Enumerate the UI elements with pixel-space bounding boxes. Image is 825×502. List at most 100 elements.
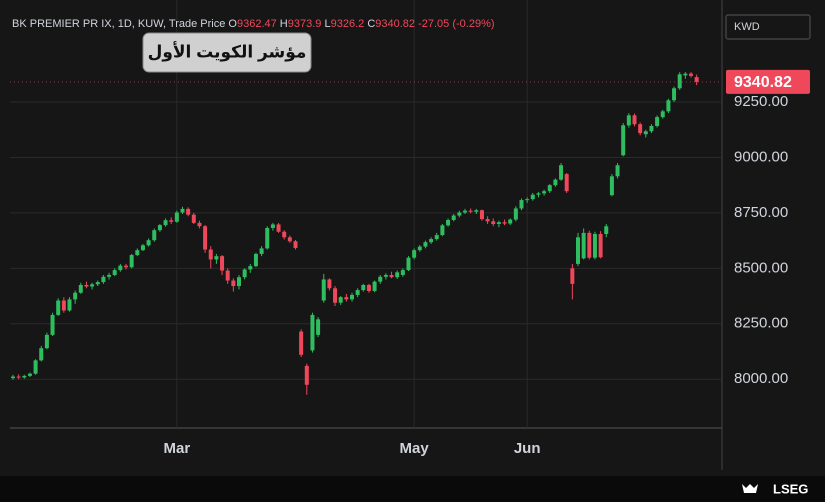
candle-body <box>270 224 275 228</box>
candle-body <box>446 219 451 226</box>
candle-body <box>598 233 603 258</box>
candle-body <box>44 334 49 349</box>
candle-body <box>519 200 524 209</box>
currency-box[interactable] <box>725 14 811 40</box>
candle-body <box>542 191 547 194</box>
candle-body <box>33 360 38 374</box>
y-tick-label: 8000.00 <box>734 370 788 387</box>
candle-body <box>683 73 688 76</box>
high-value: 9373.9 <box>288 18 322 30</box>
candle-body <box>626 115 631 126</box>
candle-body <box>191 214 196 223</box>
candle-body <box>39 348 44 361</box>
candle-body <box>197 222 202 227</box>
last-price-label: 9340.82 <box>734 74 792 91</box>
candle-body <box>50 314 55 335</box>
candle-body <box>174 212 179 222</box>
candle-body <box>689 73 693 76</box>
candle-body <box>259 248 264 254</box>
candle-body <box>276 224 281 232</box>
y-tick-label: 9250.00 <box>734 93 788 110</box>
candle-body <box>457 212 462 216</box>
candle-body <box>666 100 671 112</box>
candle-body <box>451 215 456 220</box>
candle-body <box>429 239 434 243</box>
candle-body <box>242 269 247 278</box>
candle-body <box>265 227 270 249</box>
candle-body <box>564 174 569 192</box>
candle-body <box>604 226 609 234</box>
candle-body <box>293 241 298 248</box>
candle-body <box>400 270 405 275</box>
candle-body <box>304 365 309 385</box>
candle-body <box>310 314 315 351</box>
candle-body <box>383 274 388 277</box>
candle-body <box>508 219 513 224</box>
candle-body <box>299 331 304 355</box>
candle-body <box>338 297 343 303</box>
candle-body <box>225 270 230 281</box>
candle-body <box>124 265 128 268</box>
candle-body <box>440 225 445 236</box>
candle-body <box>355 290 360 295</box>
candle-body <box>152 230 157 241</box>
candle-body <box>163 220 168 226</box>
candle-body <box>672 88 677 101</box>
candle-body <box>135 250 140 256</box>
candle-body <box>27 373 32 376</box>
candle-body <box>502 222 507 224</box>
candle-body <box>576 237 580 264</box>
candle-body <box>463 210 467 213</box>
candle-body <box>559 165 564 180</box>
close-value: 9340.82 <box>375 18 415 30</box>
open-label: O <box>228 18 237 30</box>
candle-body <box>333 288 338 303</box>
candle-body <box>56 300 61 315</box>
candle-body <box>547 185 552 192</box>
candle-body <box>378 276 383 282</box>
candle-body <box>248 266 253 270</box>
candle-body <box>180 208 185 213</box>
candle-body <box>101 276 106 283</box>
footer-bar <box>0 476 825 502</box>
high-label: H <box>280 18 288 30</box>
candle-body <box>406 257 411 271</box>
candle-body <box>361 284 366 291</box>
candle-body <box>140 245 145 251</box>
symbol: BK PREMIER PR IX, 1D, KUW, Trade Price <box>12 18 225 30</box>
candle-body <box>468 210 473 212</box>
candle-body <box>118 265 123 271</box>
candle-body <box>581 232 586 259</box>
candle-body <box>282 231 287 238</box>
candle-body <box>344 297 349 300</box>
y-tick-label: 8250.00 <box>734 315 788 332</box>
brand-logo <box>742 484 758 493</box>
candle-body <box>643 131 648 135</box>
candle-body <box>129 255 134 268</box>
candle-body <box>220 256 225 271</box>
candle-body <box>434 235 439 240</box>
candle-body <box>95 282 100 285</box>
candle-body <box>350 294 354 300</box>
candle-body <box>660 111 665 118</box>
header: BK PREMIER PR IX, 1D, KUW, Trade Price O… <box>12 18 495 30</box>
candle-body <box>203 226 208 250</box>
candle-body <box>253 253 258 267</box>
candle-body <box>214 256 219 260</box>
candle-body <box>316 319 321 335</box>
candle-body <box>327 279 332 289</box>
brand: LSEG <box>773 481 808 496</box>
candle-body <box>372 281 377 291</box>
candle-body <box>84 284 89 287</box>
low-label: L <box>324 18 330 30</box>
currency: KWD <box>734 21 760 33</box>
candle-body <box>479 210 484 220</box>
y-tick-label: 8500.00 <box>734 259 788 276</box>
candle-body <box>592 233 597 258</box>
candle-body <box>208 249 213 260</box>
candle-body <box>73 292 78 300</box>
candle-body <box>513 208 518 220</box>
x-tick-label: Jun <box>514 440 541 457</box>
close-label: C <box>367 18 375 30</box>
